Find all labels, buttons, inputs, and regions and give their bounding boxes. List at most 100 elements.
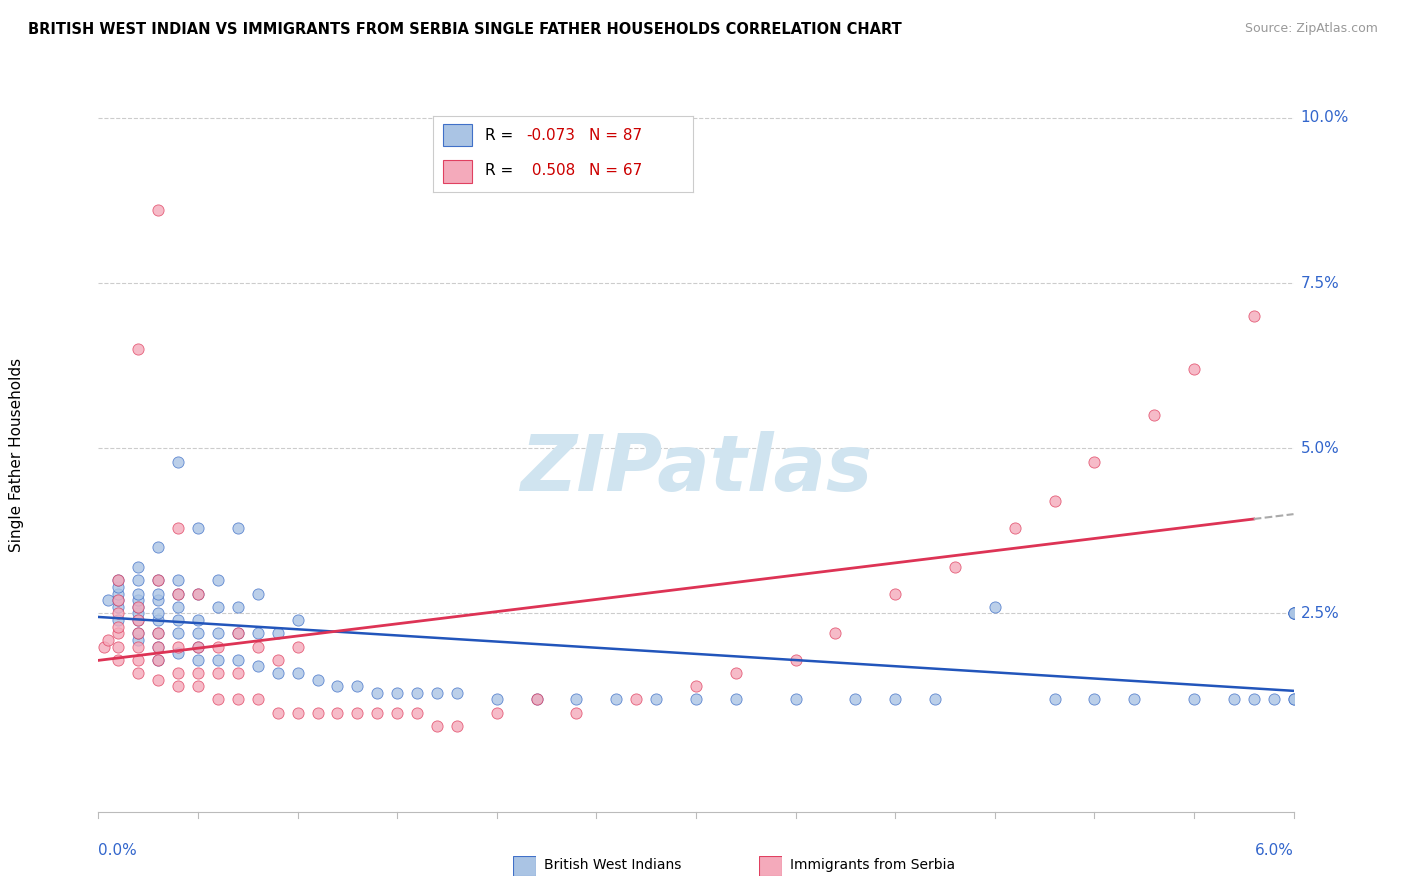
Point (107, 574, 129, 588)
Point (226, 599, 249, 614)
Point (844, 692, 866, 706)
Point (187, 653, 209, 667)
Point (246, 640, 269, 654)
Point (226, 626, 249, 640)
Text: 0.508: 0.508 (527, 163, 575, 178)
Point (785, 653, 807, 667)
Point (148, 587, 170, 601)
Point (107, 653, 129, 667)
Point (326, 706, 349, 720)
Point (724, 665, 747, 680)
Point (148, 593, 170, 607)
Point (446, 686, 468, 700)
Point (685, 679, 707, 693)
Point (187, 587, 209, 601)
Point (226, 653, 249, 667)
Point (724, 692, 747, 706)
Point (107, 599, 129, 614)
Point (187, 640, 209, 654)
Point (187, 640, 209, 654)
Point (107, 640, 129, 654)
Point (148, 574, 170, 588)
Point (127, 607, 149, 621)
Point (226, 665, 249, 680)
Point (207, 653, 229, 667)
Point (107, 574, 129, 588)
Point (924, 692, 946, 706)
Point (267, 653, 290, 667)
Point (1282, 692, 1305, 706)
Point (207, 599, 229, 614)
Point (1263, 692, 1285, 706)
Point (97, 632, 120, 647)
Point (1282, 607, 1305, 621)
Point (246, 659, 269, 673)
Point (167, 599, 190, 614)
Point (107, 626, 129, 640)
Point (127, 560, 149, 574)
Point (167, 646, 190, 660)
Text: 6.0%: 6.0% (1254, 843, 1294, 858)
Point (1043, 494, 1066, 508)
Point (983, 599, 1005, 614)
Point (107, 580, 129, 594)
Point (167, 587, 190, 601)
Point (287, 665, 309, 680)
Point (307, 706, 329, 720)
Point (1243, 692, 1265, 706)
Point (326, 679, 349, 693)
Text: Immigrants from Serbia: Immigrants from Serbia (790, 858, 955, 872)
Point (426, 719, 449, 733)
Point (107, 593, 129, 607)
Point (148, 541, 170, 555)
Point (97, 593, 120, 607)
Point (1223, 692, 1246, 706)
Point (107, 613, 129, 627)
Point (148, 203, 170, 218)
Point (127, 574, 149, 588)
Point (287, 706, 309, 720)
Point (167, 640, 190, 654)
Point (226, 692, 249, 706)
Point (267, 706, 290, 720)
Point (267, 626, 290, 640)
Point (148, 653, 170, 667)
Point (207, 640, 229, 654)
Point (526, 692, 548, 706)
Point (1123, 692, 1146, 706)
Point (207, 665, 229, 680)
Point (148, 640, 170, 654)
Point (624, 692, 647, 706)
Point (207, 692, 229, 706)
Point (127, 587, 149, 601)
Point (187, 587, 209, 601)
Text: N = 67: N = 67 (589, 163, 643, 178)
Point (246, 587, 269, 601)
Bar (443, 124, 472, 146)
Point (127, 665, 149, 680)
Point (884, 587, 907, 601)
Point (127, 626, 149, 640)
Text: British West Indians: British West Indians (544, 858, 682, 872)
Point (824, 626, 846, 640)
Point (307, 673, 329, 687)
Point (526, 692, 548, 706)
Point (645, 692, 668, 706)
Point (426, 686, 449, 700)
Point (943, 560, 966, 574)
Point (1282, 692, 1305, 706)
Text: -0.073: -0.073 (527, 128, 575, 143)
Point (1243, 309, 1265, 323)
Point (167, 679, 190, 693)
Point (127, 653, 149, 667)
Text: ZIPatlas: ZIPatlas (520, 431, 872, 508)
Point (127, 599, 149, 614)
Text: 0.0%: 0.0% (98, 843, 138, 858)
Point (167, 613, 190, 627)
Point (148, 613, 170, 627)
Point (1182, 362, 1205, 376)
Point (187, 520, 209, 534)
Point (207, 574, 229, 588)
Point (127, 342, 149, 356)
Point (406, 686, 429, 700)
